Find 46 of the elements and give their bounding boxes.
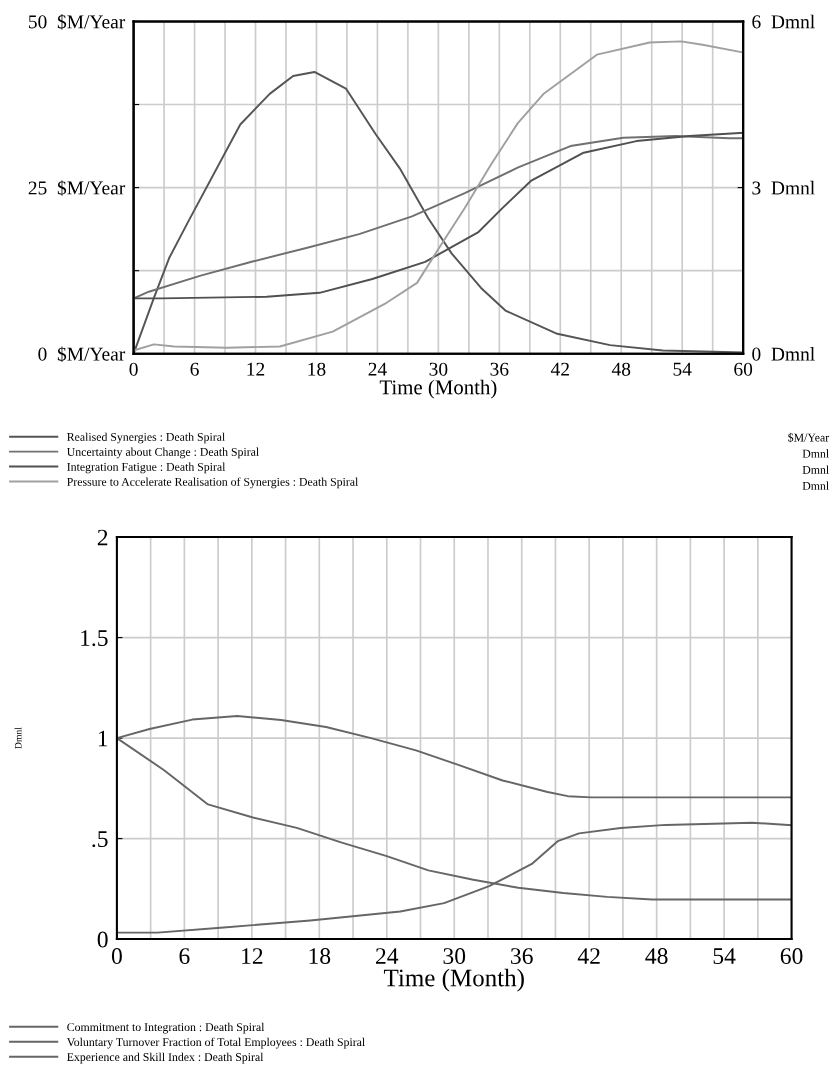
- x-tick-label: 48: [645, 948, 668, 965]
- legend-label: Voluntary Turnover Fraction of Total Employees : Death Spiral: [66, 1037, 365, 1049]
- y-tick-label: 25 $M/Year: [28, 180, 126, 196]
- x-tick-label: 6: [190, 362, 199, 376]
- x-tick-label: 30: [443, 948, 466, 965]
- y-tick-label: 0 $M/Year: [38, 346, 126, 362]
- x-tick-label: 54: [713, 948, 736, 965]
- x-tick-label: 24: [376, 948, 399, 964]
- x-tick-label: 60: [780, 948, 803, 965]
- legend-label: Uncertainty about Change : Death Spiral: [66, 447, 259, 459]
- x-tick-label: 36: [511, 948, 533, 965]
- y-tick-label: 2: [97, 529, 108, 546]
- x-tick-label: 6: [179, 948, 190, 965]
- x-tick-label: 36: [490, 362, 509, 376]
- x-tick-label: 48: [611, 362, 631, 376]
- text: $M/Year: [788, 432, 830, 443]
- legend-label: Realised Synergies : Death Spiral: [67, 432, 225, 444]
- x-tick-label: 12: [247, 362, 265, 376]
- x-tick-label: 60: [734, 362, 753, 376]
- x-tick-label: 54: [673, 362, 692, 376]
- x-tick-label: 0: [129, 362, 138, 376]
- text: Dmnl: [802, 449, 829, 458]
- y2-tick-label: 3 Dmnl: [752, 180, 815, 195]
- y-tick-label: .5: [92, 831, 108, 848]
- x-tick-label: 24: [368, 362, 387, 376]
- x-tick-label: 12: [242, 948, 263, 964]
- text: Dmnl: [802, 481, 829, 490]
- y2-tick-label: 0 Dmnl: [752, 347, 815, 361]
- y-tick-label: 1: [98, 730, 108, 747]
- x-tick-label: 42: [577, 948, 600, 964]
- y-tick-label: 1.5: [81, 630, 108, 647]
- y2-tick-label: 6 Dmnl: [752, 14, 815, 29]
- y-axis-title: Dmnl: [14, 727, 22, 749]
- x-tick-label: 18: [308, 362, 326, 376]
- x-tick-label: 42: [550, 362, 569, 376]
- legend-label: Pressure to Accelerate Realisation of Synergies : Death Spiral: [67, 477, 359, 489]
- y-tick-label: 0: [97, 931, 108, 948]
- x-tick-label: 30: [429, 362, 448, 376]
- text: Dmnl: [802, 465, 829, 474]
- legend-label: Experience and Skill Index : Death Spiral: [67, 1052, 264, 1064]
- x-tick-label: 18: [309, 948, 331, 965]
- x-axis-title: Time (Month): [379, 379, 497, 399]
- legend-label: Commitment to Integration : Death Spiral: [67, 1022, 265, 1034]
- y-tick-label: 50 $M/Year: [28, 14, 126, 30]
- legend-label: Integration Fatigue : Death Spiral: [67, 462, 226, 474]
- x-axis-title: Time (Month): [383, 968, 524, 992]
